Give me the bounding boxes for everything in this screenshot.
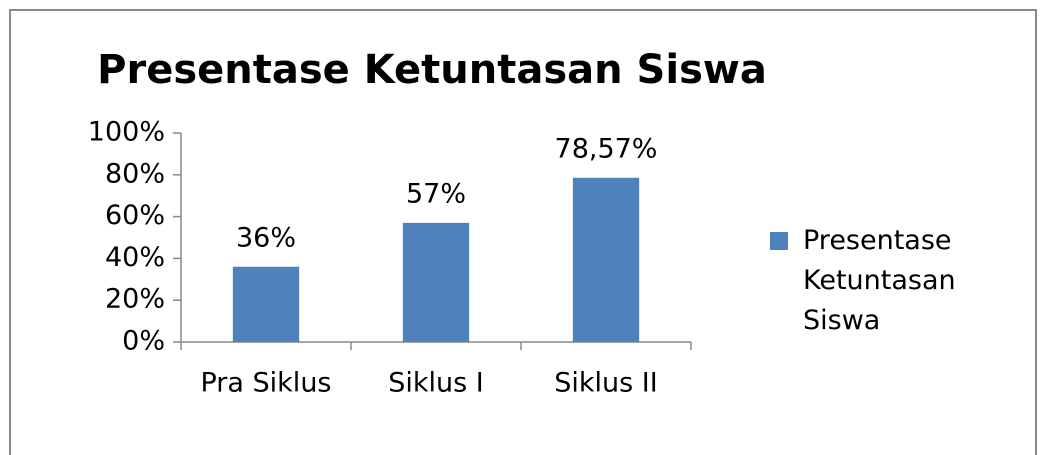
x-tick-label: Siklus II <box>554 368 657 399</box>
bar <box>402 222 470 342</box>
bar <box>572 177 640 342</box>
data-label: 57% <box>406 178 466 209</box>
legend-swatch <box>770 232 788 250</box>
x-tick-label: Pra Siklus <box>201 368 332 399</box>
y-tick-label: 100% <box>88 117 165 148</box>
data-label: 78,57% <box>555 133 658 164</box>
data-label: 36% <box>236 222 296 253</box>
y-tick-label: 60% <box>105 200 165 231</box>
legend-label: Presentase Ketuntasan Siswa <box>803 225 956 336</box>
x-tick-label: Siklus I <box>388 368 484 399</box>
y-tick-label: 20% <box>105 284 165 315</box>
y-tick-label: 40% <box>105 242 165 273</box>
bar <box>232 266 300 342</box>
y-tick-label: 0% <box>122 326 165 357</box>
y-tick-label: 80% <box>105 158 165 189</box>
chart-frame <box>9 9 1037 455</box>
chart-title: Presentase Ketuntasan Siswa <box>97 47 767 93</box>
